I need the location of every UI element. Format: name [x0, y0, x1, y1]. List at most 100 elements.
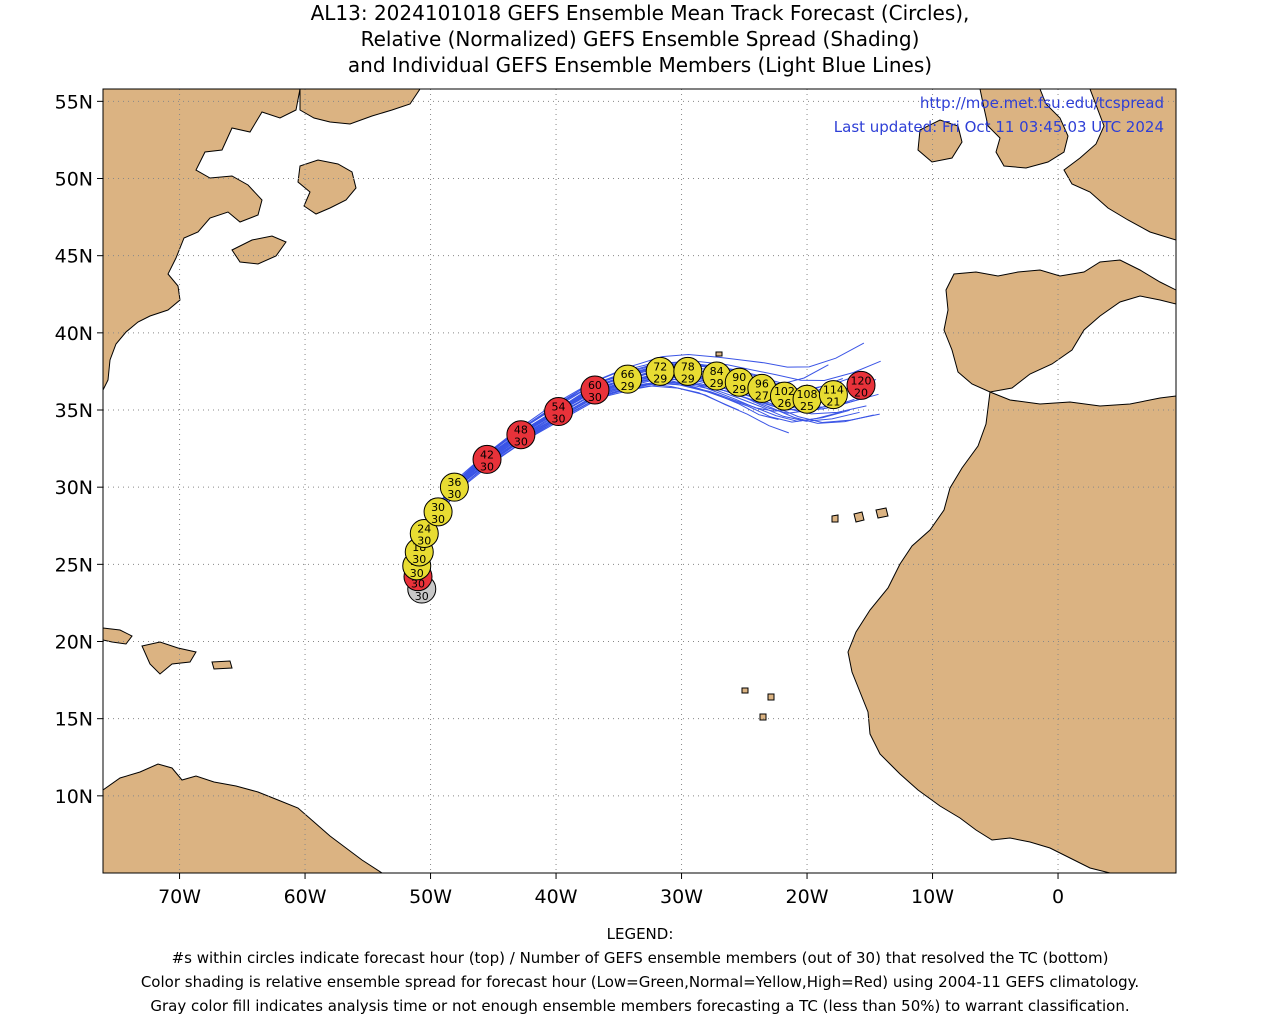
- legend-heading: LEGEND:: [606, 925, 674, 943]
- legend-line-1: #s within circles indicate forecast hour…: [171, 949, 1109, 967]
- member-count: 30: [552, 413, 566, 426]
- latitude-labels: 55N 50N 45N 40N 35N 30N 25N 20N 15N 10N: [55, 91, 93, 807]
- track-map: 0306301230183024303030363042304830543060…: [55, 88, 1177, 908]
- track-point-circle: [846, 370, 876, 400]
- member-count: 29: [732, 383, 746, 396]
- track-point-circle: [613, 364, 643, 394]
- forecast-hour: 90: [732, 371, 746, 384]
- forecast-hour: 54: [552, 401, 566, 414]
- forecast-hour: 84: [710, 365, 724, 378]
- track-point-circle: [439, 472, 469, 502]
- land-great-britain: [979, 89, 1069, 169]
- forecast-hour: 120: [851, 374, 872, 387]
- lon-label: 70W: [158, 886, 201, 908]
- lat-label: 45N: [55, 246, 93, 268]
- land-cuba: [103, 627, 133, 645]
- grid-lines: [103, 89, 1176, 873]
- forecast-hour: 78: [681, 360, 695, 373]
- lat-label: 20N: [55, 632, 93, 654]
- longitude-labels: 70W 60W 50W 40W 30W 20W 10W 0: [158, 886, 1064, 908]
- member-count: 29: [681, 372, 695, 385]
- member-count: 30: [514, 436, 528, 449]
- land-puerto-rico: [211, 660, 233, 670]
- lat-label: 40N: [55, 323, 93, 345]
- land-north-america: [103, 89, 301, 391]
- forecast-hour: 30: [431, 501, 445, 514]
- member-count: 26: [777, 397, 791, 410]
- lon-label: 10W: [911, 886, 954, 908]
- land-europe-mainland: [943, 89, 1176, 393]
- lat-label: 35N: [55, 400, 93, 422]
- lon-label: 40W: [535, 886, 578, 908]
- credit-updated: Last updated: Fri Oct 11 03:45:03 UTC 20…: [834, 118, 1164, 136]
- forecast-hour: 42: [480, 448, 494, 461]
- track-point-circle: [423, 497, 453, 527]
- member-count: 30: [417, 534, 431, 547]
- forecast-hour: 24: [417, 522, 431, 535]
- land-canary-islands: [831, 507, 889, 523]
- member-count: 30: [411, 578, 425, 591]
- lat-label: 15N: [55, 709, 93, 731]
- member-count: 30: [412, 553, 426, 566]
- member-count: 30: [410, 567, 424, 580]
- title-line-1: AL13: 2024101018 GEFS Ensemble Mean Trac…: [310, 1, 970, 25]
- track-point-circle: [673, 356, 703, 386]
- chart-title: AL13: 2024101018 GEFS Ensemble Mean Trac…: [0, 0, 1280, 78]
- lon-label: 0: [1052, 886, 1064, 908]
- member-count: 30: [480, 460, 494, 473]
- track-point-circle: [506, 420, 536, 450]
- lat-label: 30N: [55, 477, 93, 499]
- lon-label: 60W: [284, 886, 327, 908]
- land-cape-verde: [741, 687, 775, 721]
- legend-line-2: Color shading is relative ensemble sprea…: [140, 973, 1140, 991]
- credit-url[interactable]: http://moe.met.fsu.edu/tcspread: [920, 94, 1164, 112]
- map-frame: [102, 88, 1177, 874]
- member-count: 29: [710, 377, 724, 390]
- land-labrador: [299, 89, 421, 125]
- title-line-3: and Individual GEFS Ensemble Members (Li…: [347, 53, 933, 77]
- track-point-circle: [472, 444, 502, 474]
- title-line-2: Relative (Normalized) GEFS Ensemble Spre…: [360, 27, 920, 51]
- lon-label: 50W: [409, 886, 452, 908]
- land-hispaniola: [141, 641, 197, 675]
- forecast-hour: 36: [447, 476, 461, 489]
- track-point-circle: [544, 397, 574, 427]
- forecast-hour: 66: [621, 368, 635, 381]
- track-point-circle: [580, 375, 610, 405]
- track-point-circle: [818, 380, 848, 410]
- forecast-hour: 72: [653, 360, 667, 373]
- lon-label: 20W: [786, 886, 829, 908]
- member-count: 27: [755, 389, 769, 402]
- legend: LEGEND: #s within circles indicate forec…: [0, 922, 1280, 1018]
- lat-label: 25N: [55, 554, 93, 576]
- forecast-hour: 60: [588, 379, 602, 392]
- land-nova-scotia: [231, 235, 287, 265]
- lon-label: 30W: [660, 886, 703, 908]
- land-layer: [103, 89, 1176, 873]
- member-count: 30: [431, 513, 445, 526]
- land-ireland: [917, 119, 963, 163]
- forecast-hour: 108: [797, 388, 818, 401]
- member-count: 30: [447, 488, 461, 501]
- lat-label: 50N: [55, 169, 93, 191]
- member-count: 29: [621, 380, 635, 393]
- forecast-hour: 48: [514, 424, 528, 437]
- forecast-hour: 114: [823, 384, 844, 397]
- track-point-circle: [409, 518, 439, 548]
- land-south-america: [103, 763, 383, 873]
- land-newfoundland: [297, 159, 357, 215]
- land-africa: [847, 391, 1176, 873]
